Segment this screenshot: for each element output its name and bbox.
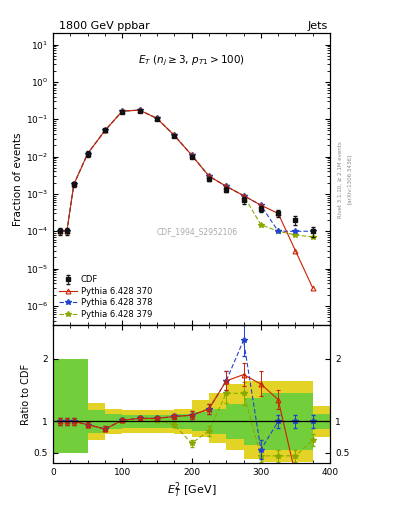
Legend: CDF, Pythia 6.428 370, Pythia 6.428 378, Pythia 6.428 379: CDF, Pythia 6.428 370, Pythia 6.428 378,… [57, 273, 154, 321]
Text: CDF_1994_S2952106: CDF_1994_S2952106 [156, 227, 238, 236]
Text: $E_T$ ($n_j \geq 3$, $p_{T1}>100$): $E_T$ ($n_j \geq 3$, $p_{T1}>100$) [138, 54, 245, 68]
Y-axis label: Fraction of events: Fraction of events [13, 132, 23, 226]
Y-axis label: Ratio to CDF: Ratio to CDF [21, 364, 31, 424]
Text: 1800 GeV ppbar: 1800 GeV ppbar [59, 20, 149, 31]
Text: Jets: Jets [307, 20, 327, 31]
Text: [arXiv:1306.3436]: [arXiv:1306.3436] [347, 154, 352, 204]
X-axis label: $E_T^2$ [GeV]: $E_T^2$ [GeV] [167, 480, 216, 500]
Text: Rivet 3.1.10, ≥ 2.1M events: Rivet 3.1.10, ≥ 2.1M events [338, 141, 342, 218]
